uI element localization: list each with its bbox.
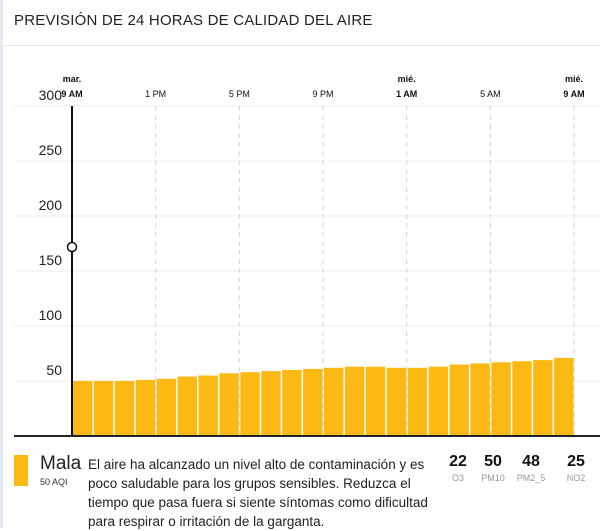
pollutant-pm10: 50 PM10 xyxy=(473,453,513,483)
bar xyxy=(512,361,532,436)
pollutant-name: PM2_5 xyxy=(516,473,546,483)
bar xyxy=(156,378,177,436)
bar xyxy=(177,376,197,436)
bar xyxy=(261,371,281,436)
y-tick-label: 50 xyxy=(46,362,62,378)
bar xyxy=(282,370,302,436)
x-tick-day: mar. xyxy=(63,74,82,84)
pollutant-pm25: 48 PM2_5 xyxy=(511,453,551,483)
bar xyxy=(449,364,469,436)
bar xyxy=(533,360,553,436)
bar xyxy=(135,379,156,436)
scrubber-handle[interactable] xyxy=(66,241,78,253)
page-title: PREVISIÓN DE 24 HORAS DE CALIDAD DEL AIR… xyxy=(14,12,373,29)
bar xyxy=(428,366,448,436)
pollutant-value: 22 xyxy=(449,453,467,470)
bar xyxy=(219,373,239,436)
aqi-category: Mala xyxy=(40,453,82,474)
y-tick-label: 200 xyxy=(39,197,63,213)
y-tick-label: 250 xyxy=(39,142,63,158)
bar xyxy=(554,357,574,436)
y-tick-label: 100 xyxy=(39,307,63,323)
x-tick-label: 9 AM xyxy=(61,89,82,99)
x-tick-day: mié. xyxy=(398,74,416,84)
pollutant-o3: 22 O3 xyxy=(438,453,478,483)
bar xyxy=(344,366,365,436)
aqi-description: El aire ha alcanzado un nivel alto de co… xyxy=(88,457,428,529)
y-tick-label: 300 xyxy=(39,87,63,103)
left-border xyxy=(0,0,3,528)
bar xyxy=(114,381,135,436)
x-tick-label: 5 AM xyxy=(480,89,501,99)
bar xyxy=(73,381,93,436)
pollutant-name: PM10 xyxy=(481,473,505,483)
bar xyxy=(407,367,428,436)
bar xyxy=(365,366,386,436)
bar xyxy=(198,375,218,436)
aqi-value: 50 AQI xyxy=(40,477,68,487)
pollutant-value: 50 xyxy=(484,453,502,470)
x-tick-label: 9 PM xyxy=(312,89,333,99)
pollutant-name: NO2 xyxy=(566,473,586,483)
x-tick-label: 9 AM xyxy=(563,89,584,99)
pollutant-value: 48 xyxy=(522,453,540,470)
bar xyxy=(470,363,490,436)
bar xyxy=(491,362,511,436)
x-tick-label: 5 PM xyxy=(229,89,250,99)
bar xyxy=(93,381,114,436)
bar xyxy=(303,368,323,436)
bar xyxy=(240,372,260,436)
pollutant-value: 25 xyxy=(567,453,585,470)
category-color-swatch xyxy=(14,455,28,486)
header-divider xyxy=(3,45,600,46)
x-tick-day: mié. xyxy=(565,74,583,84)
x-tick-label: 1 AM xyxy=(396,89,417,99)
pollutant-name: O3 xyxy=(451,473,464,483)
y-tick-label: 150 xyxy=(39,252,63,268)
pollutant-no2: 25 NO2 xyxy=(556,453,596,483)
bar xyxy=(386,367,407,436)
x-tick-label: 1 PM xyxy=(145,89,166,99)
bar xyxy=(324,367,344,436)
